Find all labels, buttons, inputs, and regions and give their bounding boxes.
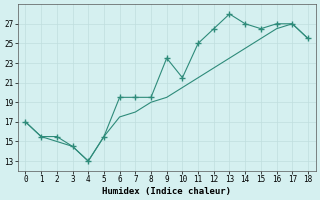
X-axis label: Humidex (Indice chaleur): Humidex (Indice chaleur) (102, 187, 231, 196)
